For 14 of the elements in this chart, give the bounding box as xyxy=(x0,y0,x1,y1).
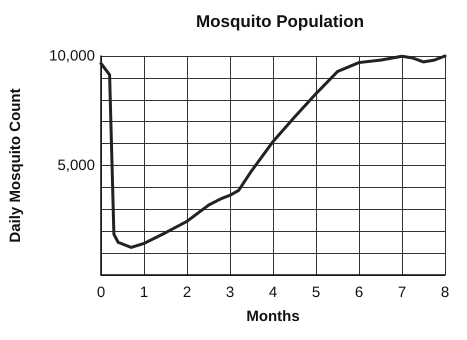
x-tick-label: 5 xyxy=(312,284,320,301)
x-tick-label: 3 xyxy=(226,284,234,301)
x-tick-label: 4 xyxy=(268,284,278,301)
y-axis-title: Daily Mosquito Count xyxy=(7,88,24,243)
x-tick-label: 8 xyxy=(440,284,450,301)
x-tick-label: 6 xyxy=(354,284,364,301)
x-axis-title: Months xyxy=(246,308,300,325)
x-tick-label: 1 xyxy=(140,284,148,301)
x-tick-label: 0 xyxy=(96,284,106,301)
y-tick-label: 10,000 xyxy=(49,48,95,64)
y-tick-label: 5,000 xyxy=(57,157,95,174)
x-tick-label: 7 xyxy=(398,284,406,301)
x-tick-label: 2 xyxy=(182,284,192,301)
chart-title: Mosquito Population xyxy=(196,12,364,31)
